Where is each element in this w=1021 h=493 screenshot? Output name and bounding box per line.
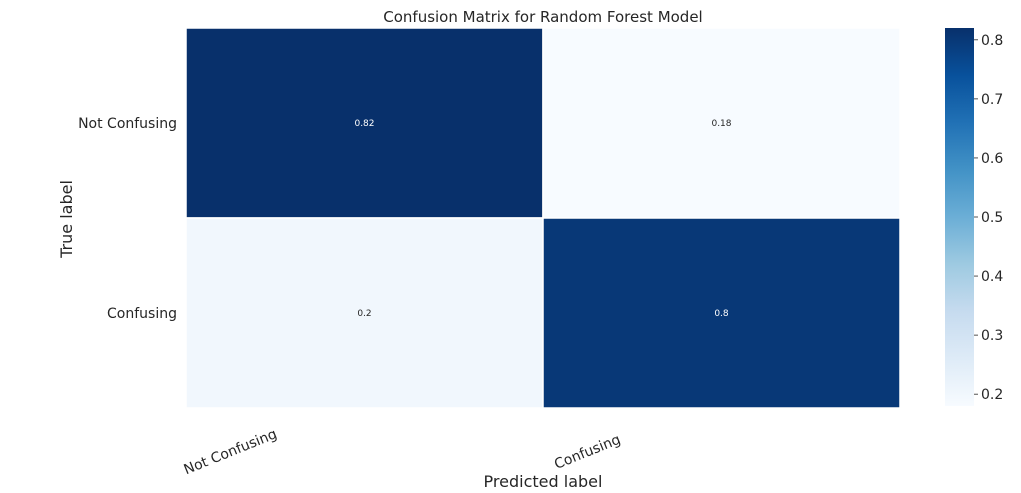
y-axis-label: True label	[57, 180, 76, 259]
cell-annotation: 0.82	[354, 119, 374, 129]
x-tick-label: Confusing	[552, 432, 623, 473]
colorbar-tick-label: 0.5	[981, 210, 1003, 226]
colorbar-tick-label: 0.8	[981, 33, 1003, 49]
cell-annotation: 0.8	[714, 309, 729, 319]
colorbar-tick-labels: 0.2 0.3 0.4 0.5 0.6 0.7 0.8	[974, 33, 1003, 403]
x-tick-labels: Not Confusing Confusing	[182, 426, 623, 478]
chart-title: Confusion Matrix for Random Forest Model	[383, 8, 702, 26]
y-tick-label: Confusing	[107, 306, 177, 322]
colorbar	[945, 28, 974, 406]
colorbar-tick-label: 0.4	[981, 269, 1003, 285]
colorbar-tick-label: 0.6	[981, 151, 1003, 167]
cell-annotations: 0.82 0.18 0.2 0.8	[354, 119, 731, 319]
heatmap-cell	[542, 217, 901, 409]
cell-annotation: 0.2	[357, 309, 371, 319]
cell-annotation: 0.18	[711, 119, 731, 129]
y-tick-labels: Not Confusing Confusing	[78, 116, 177, 322]
heatmap-cell	[185, 217, 544, 409]
colorbar-tick-label: 0.2	[981, 387, 1003, 403]
heatmap-cell	[542, 27, 901, 219]
colorbar-tick-label: 0.7	[981, 92, 1003, 108]
colorbar-tick-label: 0.3	[981, 328, 1003, 344]
x-tick-label: Not Confusing	[182, 426, 280, 478]
y-tick-label: Not Confusing	[78, 116, 177, 132]
heatmap-cell	[185, 27, 544, 219]
heatmap-cells	[185, 27, 901, 409]
x-axis-label: Predicted label	[484, 472, 603, 491]
